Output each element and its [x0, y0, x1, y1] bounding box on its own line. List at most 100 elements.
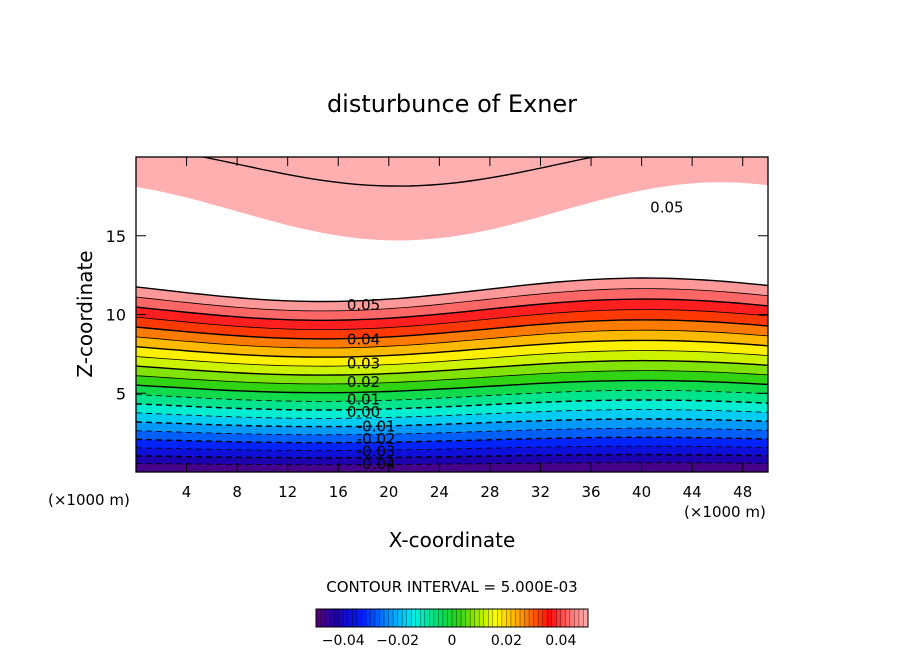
colorbar-cell [424, 609, 430, 627]
contour-label: -0.04 [357, 455, 396, 473]
colorbar-cell [420, 609, 426, 627]
x-tick-label: 32 [531, 483, 550, 501]
x-axis-label: X-coordinate [389, 528, 516, 552]
colorbar-cell [452, 609, 457, 627]
x-tick-label: 16 [329, 483, 348, 501]
colorbar-cell [547, 609, 553, 627]
contour-line [136, 409, 768, 419]
contour-band [136, 157, 768, 241]
contour-line [136, 379, 768, 394]
colorbar-cell [402, 609, 407, 627]
colorbar-cell [515, 609, 521, 627]
colorbar-cell [488, 609, 494, 627]
colorbar-cell [538, 609, 543, 627]
colorbar-tick-label: 0.04 [545, 633, 576, 649]
contour-line [136, 277, 768, 303]
colorbar-cell [406, 609, 412, 627]
colorbar-cell [361, 609, 367, 627]
contour-line [136, 350, 768, 367]
contour-line [200, 157, 597, 187]
colorbar-cell [551, 609, 557, 627]
colorbar-cell [356, 609, 362, 627]
colorbar-cell [569, 609, 575, 627]
contour-line [136, 309, 768, 331]
colorbar-cell [574, 609, 580, 627]
colorbar-cell [415, 609, 421, 627]
colorbar-cell [370, 609, 376, 627]
colorbar-cell [510, 609, 516, 627]
contour-label: 0.03 [347, 354, 380, 372]
contour-label: -0.01 [357, 417, 396, 435]
contour-label: 0.01 [347, 391, 380, 409]
colorbar-cell [438, 609, 444, 627]
colorbar-cell [461, 609, 466, 627]
colorbar-cell [352, 609, 358, 627]
colorbar-cell [524, 609, 530, 627]
colorbar-cell [338, 609, 344, 627]
colorbar-cell [520, 609, 525, 627]
contour-line [136, 288, 768, 312]
contour-label: 0.00 [347, 403, 380, 421]
colorbar-cell [411, 609, 417, 627]
x-axis-ticks: 4 8 12 16 20 24 28 32 36 40 44 48 [182, 157, 752, 501]
colorbar-tick-labels: −0.04 −0.02 0 0.02 0.04 [322, 633, 577, 649]
contour-label: 0.02 [347, 373, 380, 391]
colorbar-cell [343, 609, 349, 627]
colorbar-cell [492, 609, 498, 627]
contour-line [136, 418, 768, 428]
colorbar-cell [379, 609, 385, 627]
x-tick-label: 36 [581, 483, 600, 501]
contour-line [136, 298, 768, 321]
colorbar-cell [447, 609, 453, 627]
colorbar-cell [334, 609, 339, 627]
contour-line [136, 453, 768, 459]
colorbar-cell [556, 609, 562, 627]
x-tick-label: 20 [379, 483, 398, 501]
contour-line [136, 319, 768, 340]
x-tick-label: 40 [632, 483, 651, 501]
x-tick-label: 4 [182, 483, 192, 501]
x-tick-label: 8 [232, 483, 242, 501]
y-tick-label: 5 [116, 384, 126, 403]
colorbar-cell [325, 609, 330, 627]
colorbar-cell [374, 609, 380, 627]
colorbar-cell [329, 609, 335, 627]
colorbar-cell [474, 609, 480, 627]
colorbar-cell [320, 609, 326, 627]
contour-line [136, 399, 768, 411]
colorbar-cell [397, 609, 403, 627]
colorbar-cell [565, 609, 571, 627]
contour-label: 0.05 [347, 296, 380, 314]
colorbar-cell [479, 609, 485, 627]
colorbar-tick-label: 0.02 [491, 633, 522, 649]
contour-interval-text: CONTOUR INTERVAL = 5.000E-03 [326, 578, 577, 596]
chart-title: disturbunce of Exner [327, 90, 577, 118]
colorbar-cell [533, 609, 539, 627]
x-tick-label: 44 [683, 483, 702, 501]
x-tick-label: 28 [480, 483, 499, 501]
colorbar-tick-label: −0.02 [376, 633, 419, 649]
colorbar-cell [388, 609, 394, 627]
contour-line [136, 370, 768, 385]
y-tick-label: 15 [106, 227, 126, 246]
contour-label: 0.05 [650, 198, 683, 216]
y-axis-ticks: 5 10 15 [106, 227, 768, 403]
x-tick-label: 48 [733, 483, 752, 501]
colorbar-frame [315, 608, 589, 628]
colorbar-cell [483, 609, 489, 627]
contour-line [136, 359, 768, 376]
contour-line [136, 462, 768, 466]
colorbar-cell [347, 609, 353, 627]
contour-lines [136, 157, 768, 466]
colorbar-cell [384, 609, 389, 627]
contour-band [136, 462, 768, 472]
colorbar-cell [465, 609, 471, 627]
y-tick-label: 10 [106, 306, 126, 325]
colorbar-cell [393, 609, 398, 627]
contour-line [136, 436, 768, 444]
contour-label: -0.03 [357, 443, 396, 461]
x-unit-right: (×1000 m) [684, 503, 766, 521]
colorbar-tick-label: −0.04 [322, 633, 365, 649]
colorbar-cell [442, 609, 448, 627]
